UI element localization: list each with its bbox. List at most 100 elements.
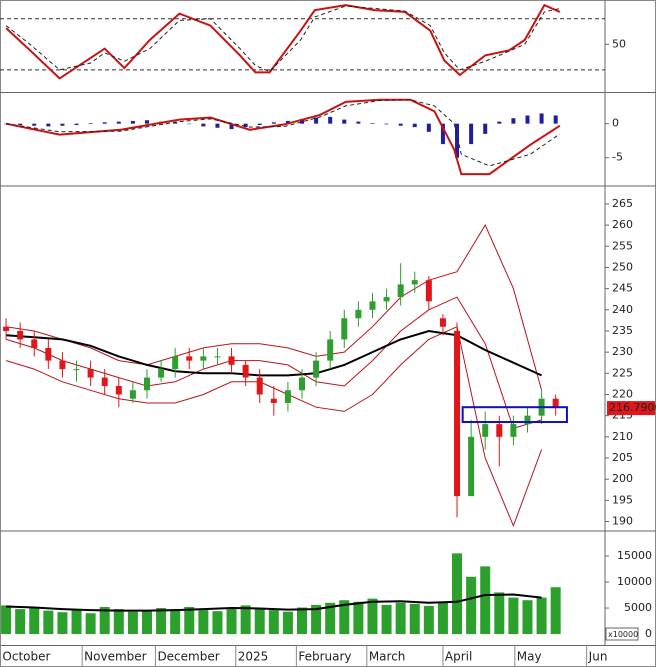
histogram-bar xyxy=(384,123,389,125)
y-tick-label: 235 xyxy=(612,324,633,337)
series-line xyxy=(6,329,543,377)
histogram-bar xyxy=(201,123,206,127)
x-tick-label: May xyxy=(517,650,542,664)
x-tick-label: October xyxy=(2,650,50,664)
candle-body xyxy=(411,280,418,285)
volume-bar xyxy=(282,611,293,635)
y-tick-label: 245 xyxy=(612,282,633,295)
histogram-bar xyxy=(88,122,93,124)
x-tick-label: February xyxy=(298,650,351,664)
histogram-bar xyxy=(497,121,502,124)
histogram-bar xyxy=(300,118,305,124)
unit-box xyxy=(605,627,639,641)
series-line xyxy=(5,296,542,430)
volume-bar xyxy=(85,613,96,635)
volume-bar xyxy=(536,597,547,635)
y-tick-label: 195 xyxy=(612,493,633,506)
histogram-bar xyxy=(18,123,23,126)
x-tick-label: 2025 xyxy=(238,650,269,664)
candle-body xyxy=(327,339,334,361)
volume-bar xyxy=(480,566,491,635)
histogram-bar xyxy=(144,120,149,124)
y-tick-label: 210 xyxy=(612,430,633,443)
volume-bar xyxy=(466,576,477,635)
candle-body xyxy=(383,297,390,302)
y-tick-label: 10000 xyxy=(617,575,652,588)
volume-bar xyxy=(226,609,237,635)
y-tick-label: 190 xyxy=(612,515,633,528)
histogram-bar xyxy=(440,123,445,145)
x-tick-label: Jun xyxy=(588,650,608,664)
y-tick-label: 220 xyxy=(612,387,633,400)
candle-body xyxy=(313,360,320,378)
y-tick-label: 200 xyxy=(612,472,633,485)
candle-body xyxy=(496,424,503,437)
volume-bar xyxy=(452,553,463,635)
histogram-bar xyxy=(342,119,347,124)
histogram-bar xyxy=(525,115,530,124)
candle-body xyxy=(510,424,517,437)
candle-body xyxy=(341,318,348,340)
candle-body xyxy=(439,318,446,327)
histogram-bar xyxy=(173,122,178,124)
histogram-bar xyxy=(483,123,488,134)
histogram-bar xyxy=(511,118,516,124)
candle-body xyxy=(115,386,122,395)
candle-body xyxy=(256,377,263,395)
candle-body xyxy=(3,326,10,331)
volume-bar xyxy=(550,587,561,635)
volume-bar xyxy=(43,610,54,635)
series-line xyxy=(6,99,561,167)
candle-body xyxy=(228,356,235,365)
volume-bar xyxy=(353,601,364,635)
candle-body xyxy=(468,436,475,497)
volume-bar xyxy=(127,611,138,635)
histogram-bar xyxy=(426,123,431,132)
volume-bar xyxy=(423,605,434,635)
series-line xyxy=(6,224,543,391)
volume-bar xyxy=(494,592,505,635)
volume-bar xyxy=(113,609,124,635)
histogram-bar xyxy=(229,123,234,130)
histogram-bar xyxy=(46,123,51,127)
series-line xyxy=(5,3,561,80)
series-line xyxy=(5,98,561,176)
series-line xyxy=(6,593,542,612)
volume-bar xyxy=(198,610,209,635)
histogram-bar xyxy=(398,123,403,126)
candle-body xyxy=(59,360,66,370)
histogram-bar xyxy=(60,123,65,126)
histogram-bar xyxy=(130,120,135,124)
series-line xyxy=(5,325,543,528)
candle-body xyxy=(17,330,24,340)
histogram-bar xyxy=(412,123,417,128)
candle-body xyxy=(369,301,376,310)
volume-bar xyxy=(212,611,223,635)
volume-bar xyxy=(339,600,350,635)
histogram-bar xyxy=(187,123,192,125)
y-tick-label: 260 xyxy=(612,218,633,231)
candle-body xyxy=(214,356,221,358)
x-tick-label: April xyxy=(445,650,472,664)
y-tick-label: -5 xyxy=(612,151,623,164)
candle-body xyxy=(524,415,531,425)
histogram-bar xyxy=(285,120,290,124)
candle-body xyxy=(482,424,489,437)
histogram-bar xyxy=(370,122,375,124)
histogram-bar xyxy=(32,123,37,126)
volume-bar xyxy=(268,610,279,635)
histogram-bar xyxy=(356,121,361,124)
last-price-marker xyxy=(607,401,655,416)
volume-bar xyxy=(437,601,448,635)
candle-body xyxy=(355,309,362,319)
histogram-bar xyxy=(243,123,248,128)
y-tick-label: 205 xyxy=(612,451,633,464)
histogram-bar xyxy=(215,123,220,128)
histogram-bar xyxy=(271,122,276,124)
candle-body xyxy=(143,377,150,391)
y-tick-label: 0 xyxy=(612,117,619,130)
volume-bar xyxy=(71,610,82,635)
volume-bar xyxy=(170,609,181,635)
